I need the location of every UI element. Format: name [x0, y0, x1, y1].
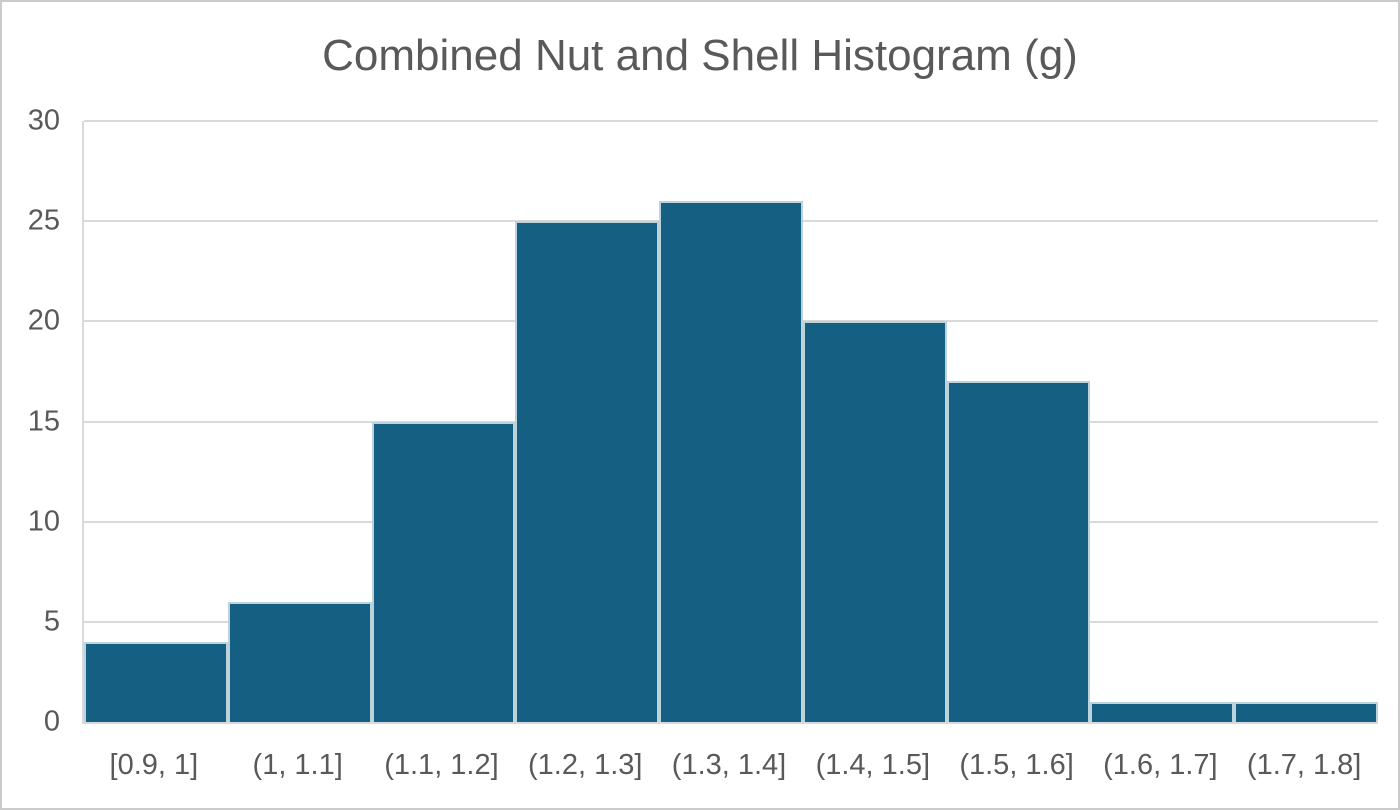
x-axis-label: (1.3, 1.4] [671, 749, 787, 781]
bar-slot [84, 121, 228, 722]
y-tick-label: 20 [27, 304, 60, 337]
y-tick-label: 10 [27, 505, 60, 538]
x-axis-label: (1.2, 1.3] [528, 749, 643, 781]
histogram-bar [84, 641, 228, 722]
plot-area [82, 120, 1379, 724]
x-axis-label: (1.5, 1.6] [959, 749, 1074, 781]
bar-slot [659, 121, 803, 722]
x-axis-label: (1.4, 1.5] [815, 749, 931, 781]
bar-slot [1090, 121, 1235, 722]
y-tick-label: 15 [27, 405, 60, 437]
histogram-bar [802, 321, 947, 722]
bar-slot [371, 121, 516, 722]
histogram-bar [946, 381, 1091, 722]
bar-series [84, 121, 1379, 722]
bar-slot [802, 121, 947, 722]
x-axis: [0.9, 1] (1, 1.1] (1.1, 1.2] (1.2, 1.3] (1.3… [82, 746, 1376, 784]
bar-slot [1234, 121, 1379, 722]
histogram-bar [227, 601, 372, 722]
y-axis: 0 5 10 15 20 25 30 [2, 106, 60, 736]
histogram-bar [371, 421, 516, 722]
bar-slot [946, 121, 1091, 722]
y-tick-label: 30 [27, 104, 60, 137]
x-axis-label: (1.7, 1.8] [1246, 749, 1362, 781]
histogram-bar [515, 221, 660, 722]
bar-slot [227, 121, 372, 722]
histogram-bar [1090, 701, 1235, 722]
histogram-bar [1234, 701, 1379, 722]
x-axis-label: (1, 1.1] [252, 749, 343, 781]
x-axis-label: (1.6, 1.7] [1103, 749, 1218, 781]
x-axis-label: (1.1, 1.2] [384, 749, 499, 781]
y-tick-label: 25 [27, 204, 60, 237]
x-axis-label: [0.9, 1] [109, 749, 199, 781]
y-tick-label: 0 [43, 705, 60, 738]
histogram-bar [659, 201, 803, 722]
y-tick-label: 5 [43, 605, 60, 638]
gridline [84, 120, 1378, 122]
bar-slot [515, 121, 660, 722]
chart-title: Combined Nut and Shell Histogram (g) [322, 31, 1078, 80]
